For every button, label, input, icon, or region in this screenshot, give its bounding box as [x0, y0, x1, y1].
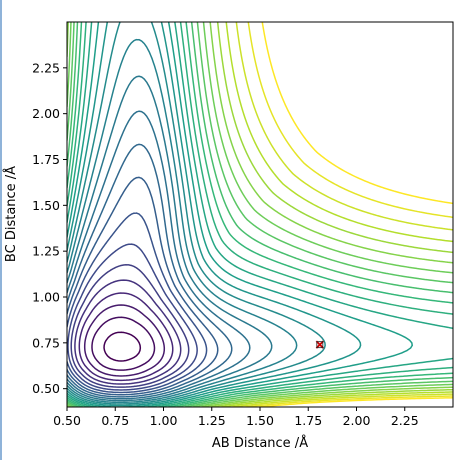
y-tick-label: 1.00	[32, 290, 60, 305]
x-tick-label: 1.50	[246, 413, 274, 428]
x-tick-label: 1.00	[150, 413, 178, 428]
contour-level-14	[67, 22, 362, 407]
contour-level-25	[231, 22, 453, 407]
x-axis-label: AB Distance /Å	[212, 435, 308, 451]
x-tick-label: 1.25	[198, 413, 226, 428]
contour-level-5	[70, 264, 190, 388]
contour-level-9	[67, 143, 233, 398]
y-tick-label: 2.00	[32, 106, 60, 121]
y-tick-label: 1.50	[32, 198, 60, 213]
contour-level-21	[67, 22, 453, 407]
y-axis: 0.50 0.75 1.00 1.25 1.50 1.75 2.00 2.25	[32, 60, 67, 396]
contour-level-2	[83, 304, 166, 377]
contour-level-11	[67, 75, 273, 402]
contour-level-22	[67, 22, 453, 407]
contour-level-24	[219, 22, 453, 407]
x-tick-label: 1.75	[294, 413, 322, 428]
x-tick-label: 2.25	[391, 413, 419, 428]
point-marker-stroke	[315, 340, 324, 349]
contour-level-27	[258, 22, 453, 407]
contour-level-15	[67, 22, 413, 407]
contour-level-4	[74, 279, 182, 385]
contour-level-7	[67, 212, 208, 394]
contour-level-10	[67, 110, 251, 400]
y-tick-label: 1.75	[32, 152, 60, 167]
y-tick-label: 2.25	[32, 60, 60, 75]
contour-level-12	[67, 38, 298, 404]
x-tick-label: 0.75	[101, 413, 129, 428]
window-edge	[0, 0, 2, 460]
contour-level-18	[67, 22, 453, 407]
x-tick-label: 2.00	[343, 413, 371, 428]
y-axis-label: BC Distance /Å	[3, 166, 19, 262]
contour-level-16	[67, 22, 453, 407]
contour-level-8	[67, 176, 219, 396]
contour-level-0	[103, 331, 142, 362]
contour-level-17	[67, 22, 453, 407]
y-tick-label: 0.75	[32, 335, 60, 350]
point-marker-box	[316, 341, 324, 349]
contour-level-3	[78, 292, 174, 382]
contour-lines	[67, 22, 453, 407]
y-tick-label: 1.25	[32, 244, 60, 259]
y-tick-label: 0.50	[32, 381, 60, 396]
marker-layer	[315, 340, 324, 349]
contour-level-20	[67, 22, 453, 407]
contour-level-1	[91, 316, 156, 371]
x-axis: 0.50 0.75 1.00 1.25 1.50 1.75 2.00 2.25	[53, 407, 419, 428]
x-tick-label: 0.50	[53, 413, 81, 428]
contour-level-19	[67, 22, 453, 407]
contour-level-6	[67, 243, 198, 391]
contour-level-13	[67, 22, 326, 405]
